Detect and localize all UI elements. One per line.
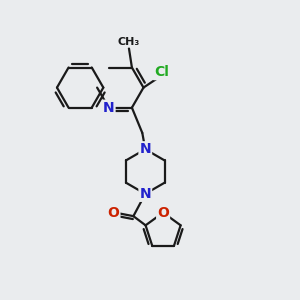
- Text: O: O: [157, 206, 169, 220]
- Text: N: N: [103, 101, 115, 115]
- Text: CH₃: CH₃: [118, 37, 140, 46]
- Text: O: O: [107, 206, 119, 220]
- Text: N: N: [140, 142, 151, 156]
- Text: Cl: Cl: [154, 65, 169, 79]
- Text: N: N: [140, 187, 151, 201]
